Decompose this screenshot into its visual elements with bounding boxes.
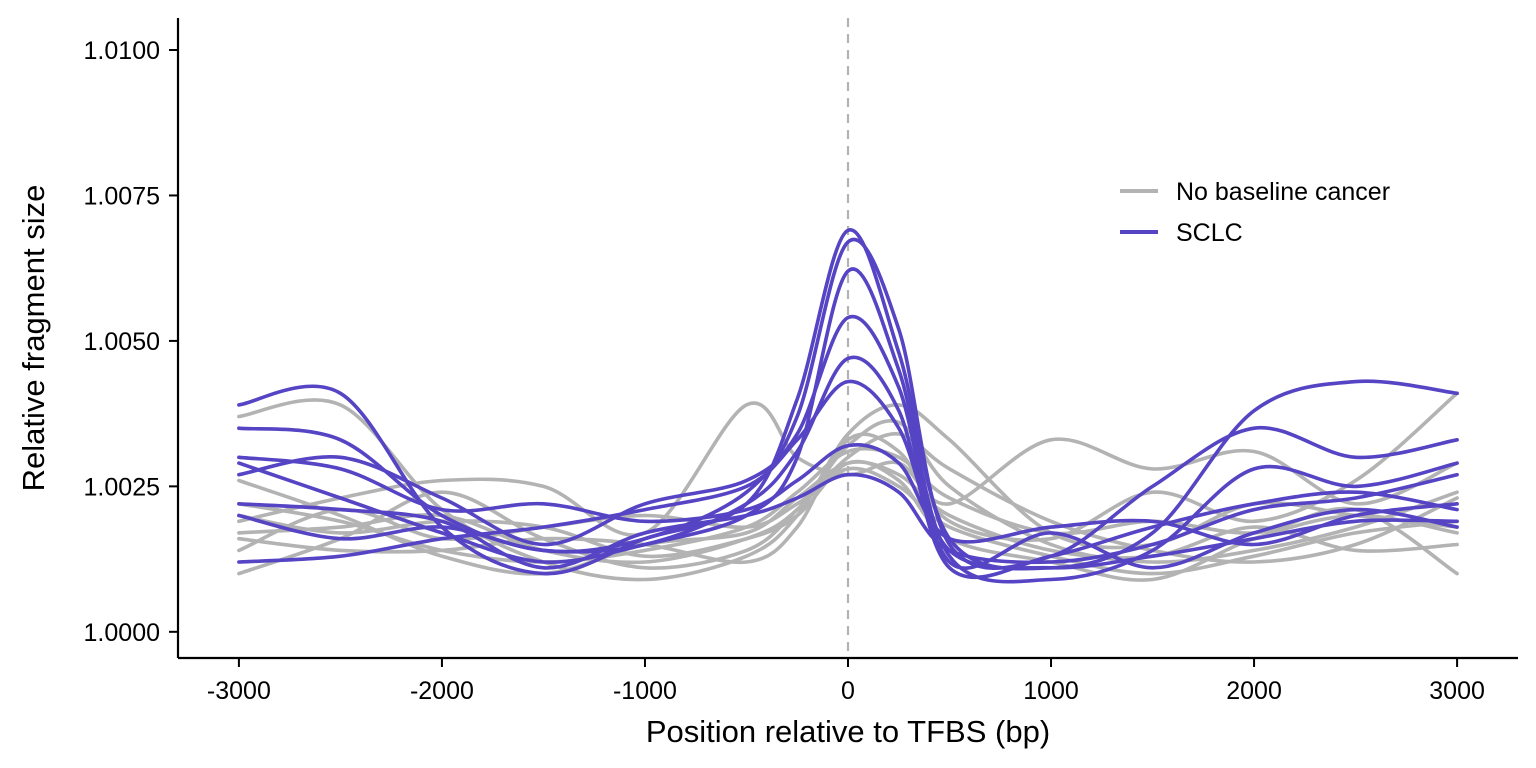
x-tick-label: 1000: [1023, 677, 1079, 705]
series-layer: [237, 228, 1459, 584]
x-tick-label: 0: [841, 677, 855, 705]
x-axis-title: Position relative to TFBS (bp): [646, 714, 1050, 749]
series-line-sclc-12: [237, 314, 1459, 570]
y-tick-label: 1.0100: [84, 37, 160, 65]
series-line-no-baseline-cancer-1: [237, 446, 1459, 576]
legend-label-no-baseline-cancer: No baseline cancer: [1176, 178, 1390, 206]
series-line-sclc-9: [237, 228, 1459, 576]
series-line-sclc-11: [237, 267, 1459, 584]
series-line-sclc-15: [237, 443, 1459, 547]
series-line-sclc-16: [237, 472, 1459, 570]
y-tick-label: 1.0000: [84, 619, 160, 647]
x-tick-label: -3000: [207, 677, 271, 705]
y-axis-title: Relative fragment size: [16, 185, 51, 492]
x-tick-label: -1000: [613, 677, 677, 705]
ticks-layer: -3000 -2000 -1000 0 1000 2000 3000 1.0000 1.0025…: [84, 37, 1485, 705]
series-line-no-baseline-cancer-8: [237, 459, 1459, 582]
series-line-no-baseline-cancer-0: [237, 432, 1459, 576]
legend: No baseline cancer SCLC: [1120, 178, 1390, 247]
series-line-no-baseline-cancer-2: [237, 398, 1459, 582]
y-tick-label: 1.0050: [84, 328, 160, 356]
x-tick-label: 3000: [1429, 677, 1485, 705]
series-line-no-baseline-cancer-7: [237, 391, 1459, 565]
x-tick-label: 2000: [1226, 677, 1282, 705]
y-tick-label: 1.0025: [84, 473, 160, 501]
y-tick-label: 1.0075: [84, 182, 160, 210]
series-line-sclc-13: [237, 355, 1459, 580]
x-tick-label: -2000: [410, 677, 474, 705]
legend-label-sclc: SCLC: [1176, 219, 1243, 247]
